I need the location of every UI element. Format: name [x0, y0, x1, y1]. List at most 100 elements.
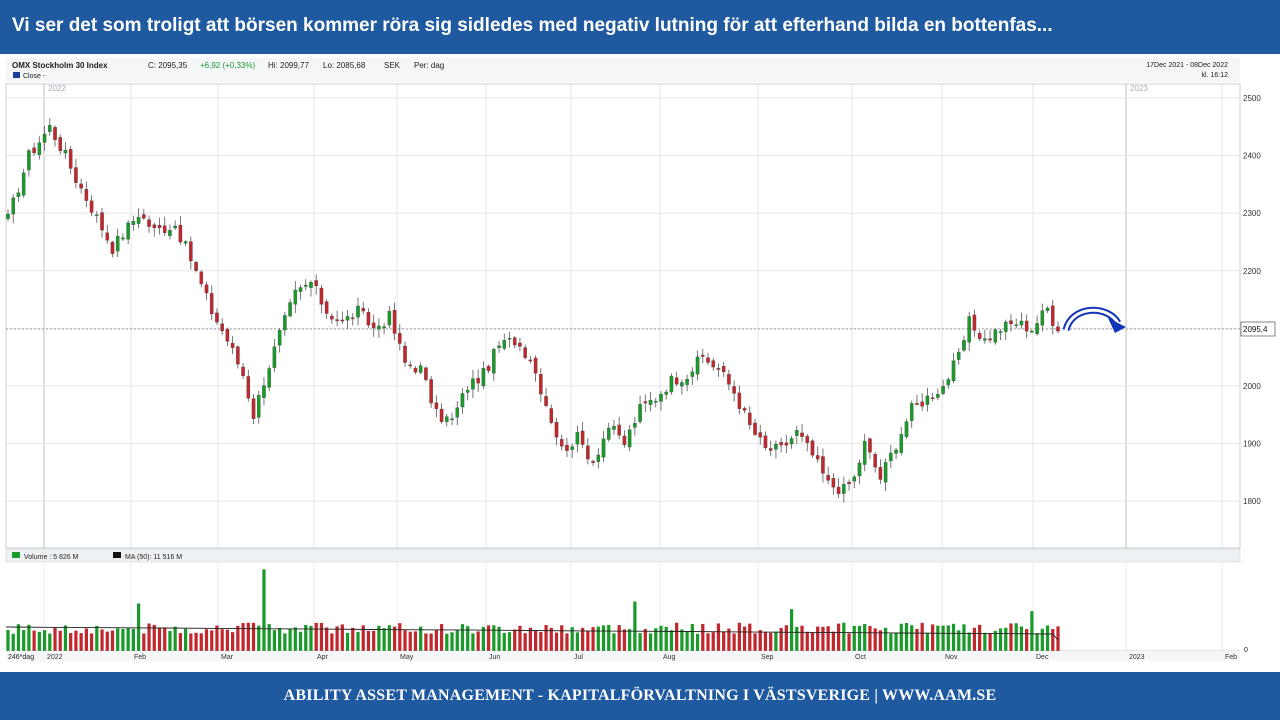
candle-151 [795, 429, 799, 436]
candle-97 [512, 337, 517, 346]
volume-bar-15 [84, 628, 88, 651]
volume-bar-90 [476, 631, 480, 651]
volume-bar-144 [758, 630, 762, 651]
volume-bar-32 [173, 626, 177, 651]
candle-116 [612, 426, 616, 430]
volume-bar-105 [554, 632, 559, 651]
candle-174 [915, 403, 919, 405]
candle-45 [241, 366, 245, 377]
volume-bar-196 [1030, 611, 1034, 651]
close-value: C: 2095,35 [148, 61, 188, 70]
candle-164 [862, 440, 867, 465]
candle-81 [429, 379, 433, 404]
candle-156 [821, 456, 825, 474]
candle-121 [638, 404, 642, 422]
month-label-10: Nov [945, 654, 958, 661]
candle-52 [277, 330, 282, 346]
candle-6 [37, 142, 42, 155]
y-tick-2200: 2200 [1243, 267, 1261, 276]
volume-bar-48 [257, 625, 261, 651]
candle-197 [1035, 323, 1039, 335]
headline-banner [0, 0, 1280, 54]
candle-144 [758, 432, 763, 438]
candle-4 [27, 150, 31, 171]
volume-bar-2 [16, 624, 21, 651]
volume-bar-181 [951, 623, 956, 651]
volume-bar-124 [654, 628, 658, 651]
volume-bar-36 [194, 632, 198, 651]
candle-56 [298, 287, 303, 292]
candle-105 [554, 422, 559, 438]
candle-162 [852, 476, 857, 482]
volume-bar-97 [513, 629, 517, 651]
volume-bar-49 [262, 569, 266, 651]
volume-bar-197 [1035, 633, 1039, 651]
volume-bar-35 [189, 633, 193, 651]
candle-31 [168, 230, 172, 236]
candle-201 [1056, 326, 1060, 332]
candle-75 [398, 333, 402, 344]
candle-192 [1009, 320, 1013, 325]
volume-bar-135 [711, 632, 715, 651]
candle-83 [439, 408, 444, 422]
candle-103 [544, 396, 548, 406]
volume-bar-200 [1051, 629, 1055, 651]
y-tick-1900: 1900 [1243, 440, 1261, 449]
candle-157 [826, 475, 830, 481]
candle-199 [1045, 307, 1050, 311]
volume-bar-112 [591, 627, 595, 651]
volume-bar-158 [831, 631, 835, 651]
legend-swatch [13, 72, 20, 78]
volume-bar-39 [210, 630, 214, 651]
candle-110 [580, 430, 585, 445]
volume-bar-134 [706, 633, 710, 651]
volume-bar-126 [664, 626, 668, 651]
candle-172 [904, 421, 909, 437]
volume-bar-104 [549, 627, 553, 651]
candle-43 [230, 343, 235, 348]
volume-bar-43 [231, 632, 235, 651]
volume-bar-54 [288, 628, 292, 651]
volume-bar-8 [48, 633, 52, 651]
volume-bar-172 [904, 622, 909, 651]
candle-196 [1030, 330, 1034, 333]
candle-149 [784, 442, 789, 446]
volume-bar-30 [163, 627, 167, 651]
candle-108 [570, 446, 574, 450]
candle-128 [674, 377, 679, 385]
candle-165 [868, 438, 872, 453]
volume-bar-75 [398, 623, 402, 651]
volume-bar-4 [27, 624, 31, 651]
volume-bar-63 [335, 626, 339, 651]
volume-bar-164 [863, 623, 867, 651]
volume-bar-61 [325, 627, 329, 651]
volume-bar-169 [889, 633, 893, 651]
candle-189 [993, 329, 998, 343]
candle-14 [79, 183, 83, 189]
candle-178 [936, 394, 940, 398]
month-label-4: May [400, 654, 414, 661]
volume-bar-92 [486, 625, 491, 651]
volume-bar-78 [413, 631, 418, 651]
candle-88 [465, 389, 470, 393]
candle-59 [314, 280, 318, 287]
candle-127 [669, 375, 674, 393]
candle-54 [288, 302, 292, 317]
candle-166 [873, 453, 877, 468]
candle-138 [727, 374, 731, 385]
volume-bar-57 [304, 624, 308, 651]
volume-bar-191 [1004, 627, 1008, 651]
candle-18 [100, 212, 104, 231]
candle-134 [706, 357, 710, 363]
volume-bar-157 [826, 626, 830, 651]
volume-bar-142 [748, 623, 752, 651]
candle-119 [627, 429, 632, 448]
volume-bar-7 [42, 630, 47, 651]
volume-bar-120 [633, 601, 637, 651]
volume-zero-label: 0 [1244, 647, 1248, 654]
candle-171 [899, 434, 904, 453]
x-axis-months: 2022 Feb Mar Apr May Jun Jul Aug Sep Oct Nov Dec 202… [47, 654, 1237, 661]
volume-bar-176 [925, 632, 930, 651]
candle-186 [977, 333, 982, 339]
candle-85 [450, 418, 454, 421]
